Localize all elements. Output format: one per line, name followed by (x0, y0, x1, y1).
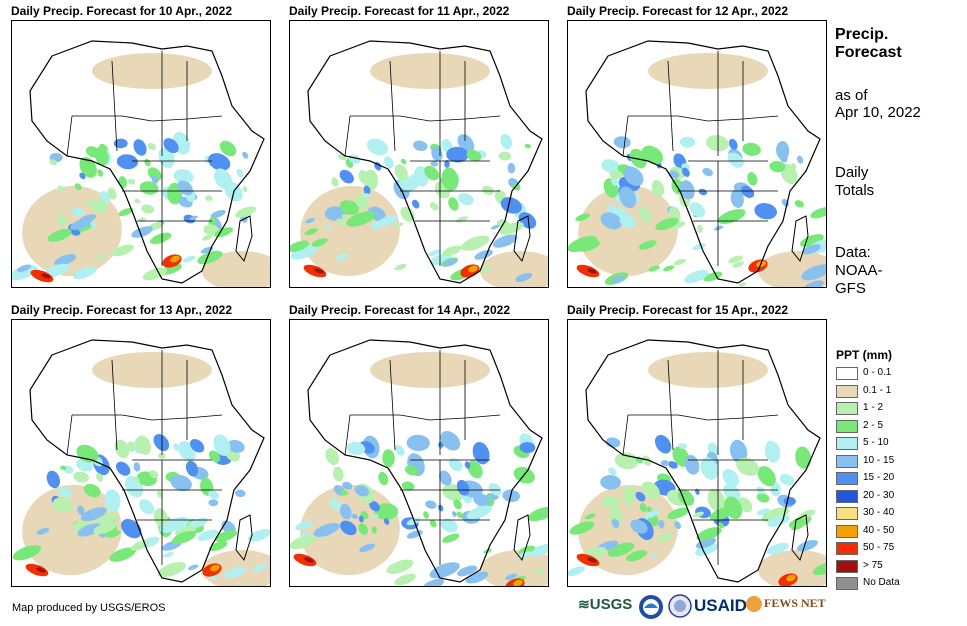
legend-label: 15 - 20 (863, 472, 895, 483)
map-credit: Map produced by USGS/EROS (12, 602, 166, 614)
panel-title: Daily Precip. Forecast for 11 Apr., 2022 (289, 4, 510, 18)
legend-label: 10 - 15 (863, 454, 895, 466)
legend-label: > 75 (863, 559, 883, 571)
precip-map (290, 320, 548, 586)
usgs-logo: ≋USGS (578, 596, 633, 613)
precip-map (568, 21, 826, 287)
legend-swatch (836, 402, 858, 415)
map-frame (289, 20, 549, 288)
map-frame (567, 20, 827, 288)
legend-swatch (836, 419, 858, 433)
legend-title: PPT (mm) (836, 348, 893, 362)
legend-label: 20 - 30 (863, 489, 895, 501)
panel-title: Daily Precip. Forecast for 13 Apr., 2022 (11, 303, 232, 317)
side-title-1: Precip. (835, 26, 889, 43)
totals-label: Totals (835, 182, 875, 199)
legend-label: 2 - 5 (863, 419, 884, 431)
asof-date: Apr 10, 2022 (835, 104, 921, 121)
legend-swatch (836, 437, 858, 450)
legend-swatch (836, 577, 858, 590)
panel-title: Daily Precip. Forecast for 15 Apr., 2022 (567, 303, 788, 317)
map-frame (567, 319, 827, 587)
legend-swatch (836, 367, 858, 380)
usaid-logo: USAID (694, 596, 747, 615)
precip-map (290, 21, 548, 287)
legend-swatch (836, 384, 858, 398)
panel-title: Daily Precip. Forecast for 14 Apr., 2022 (289, 303, 510, 317)
legend-label: 1 - 2 (863, 402, 884, 413)
data-label: Data: (835, 244, 871, 261)
precip-map (12, 21, 270, 287)
precip-map (568, 320, 826, 586)
noaa-logo (638, 594, 664, 625)
data-source-1: NOAA- (835, 262, 883, 279)
legend-swatch (836, 472, 858, 485)
data-source-2: GFS (835, 280, 866, 297)
legend-label: 30 - 40 (863, 507, 895, 518)
map-frame (11, 20, 271, 288)
map-frame (289, 319, 549, 587)
map-frame (11, 319, 271, 587)
legend-label: 40 - 50 (863, 524, 895, 536)
asof-label: as of (835, 87, 868, 104)
legend-label: No Data (863, 577, 900, 588)
panel-title: Daily Precip. Forecast for 12 Apr., 2022 (567, 4, 788, 18)
usgs-eros-seal (668, 594, 692, 623)
legend-label: 0 - 0.1 (863, 367, 892, 378)
legend-label: 50 - 75 (863, 542, 895, 553)
precip-map (12, 320, 270, 586)
side-title-2: Forecast (835, 44, 902, 61)
panel-title: Daily Precip. Forecast for 10 Apr., 2022 (11, 4, 232, 18)
daily-label: Daily (835, 164, 869, 181)
legend-swatch (836, 542, 858, 555)
fewsnet-logo: FEWS NET (746, 596, 826, 613)
legend-label: 5 - 10 (863, 437, 889, 448)
legend-swatch (836, 489, 858, 503)
legend-swatch (836, 454, 858, 468)
legend-swatch (836, 524, 858, 538)
legend-swatch (836, 559, 858, 573)
legend-swatch (836, 507, 858, 520)
legend-label: 0.1 - 1 (863, 384, 892, 396)
